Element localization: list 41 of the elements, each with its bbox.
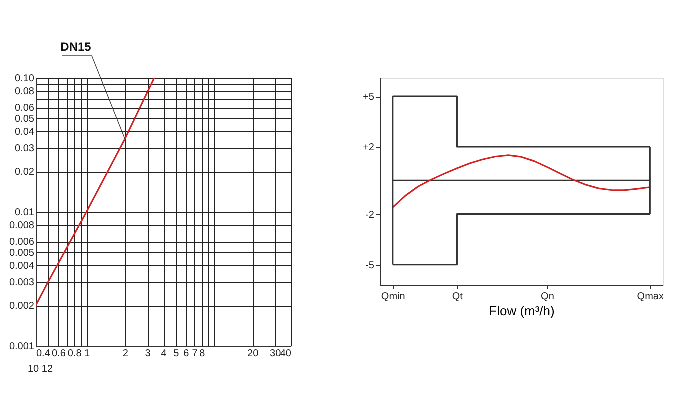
x-tick-label: 6 (184, 348, 190, 360)
x-tick-label: 0.8 (68, 348, 82, 360)
x-tick-label: 40 (280, 348, 292, 360)
y-tick-label: 0.006 (9, 237, 35, 248)
y-tick-label: 0.004 (9, 260, 35, 272)
y-tick-label: +5 (363, 92, 375, 104)
text: 10 12 (28, 364, 54, 375)
x-tick-label: 7 (192, 348, 198, 360)
x-tick-label: 30 (270, 348, 282, 360)
annotation: DN15 (60, 40, 92, 54)
x-tick-label: 0.6 (52, 348, 66, 360)
x-tick-label: Qmax (637, 292, 664, 302)
y-tick-label: -5 (366, 260, 375, 272)
y-tick-label: +2 (363, 142, 375, 154)
y-tick-label: 0.04 (15, 126, 35, 138)
x-tick-label: 20 (248, 348, 260, 360)
y-tick-label: 0.02 (15, 167, 35, 178)
y-tick-label: -2 (366, 210, 375, 221)
y-tick-label: 0.01 (15, 208, 35, 218)
x-tick-label: 2 (122, 348, 129, 360)
y-tick-label: 0.03 (15, 144, 35, 155)
y-tick-label: 0.001 (9, 342, 35, 352)
y-tick-label: 0.005 (9, 248, 35, 259)
y-tick-label: 0.10 (15, 74, 35, 84)
y-tick-label: 0.05 (15, 114, 35, 125)
x-tick-label: Qt (452, 292, 464, 302)
y-tick-label: 0.002 (9, 301, 35, 312)
y-tick-label: 0.008 (9, 220, 35, 232)
x-tick-label: 1 (84, 348, 90, 360)
x-tick-label: 5 (174, 348, 180, 360)
x-tick-label: 0.4 (36, 348, 51, 360)
y-tick-label: 0.08 (15, 86, 35, 98)
line-series (392, 154, 651, 208)
x-tick-label: 4 (161, 348, 168, 360)
x-axis-title: Flow (m³/h) (489, 304, 555, 318)
x-tick-label: 8 (200, 348, 206, 360)
x-tick-label: Qn (541, 292, 554, 302)
y-tick-label: 0.003 (9, 278, 35, 289)
x-tick-label: 3 (145, 348, 152, 360)
x-tick-label: Qmin (381, 292, 406, 302)
y-tick-label: 0.06 (15, 103, 35, 114)
